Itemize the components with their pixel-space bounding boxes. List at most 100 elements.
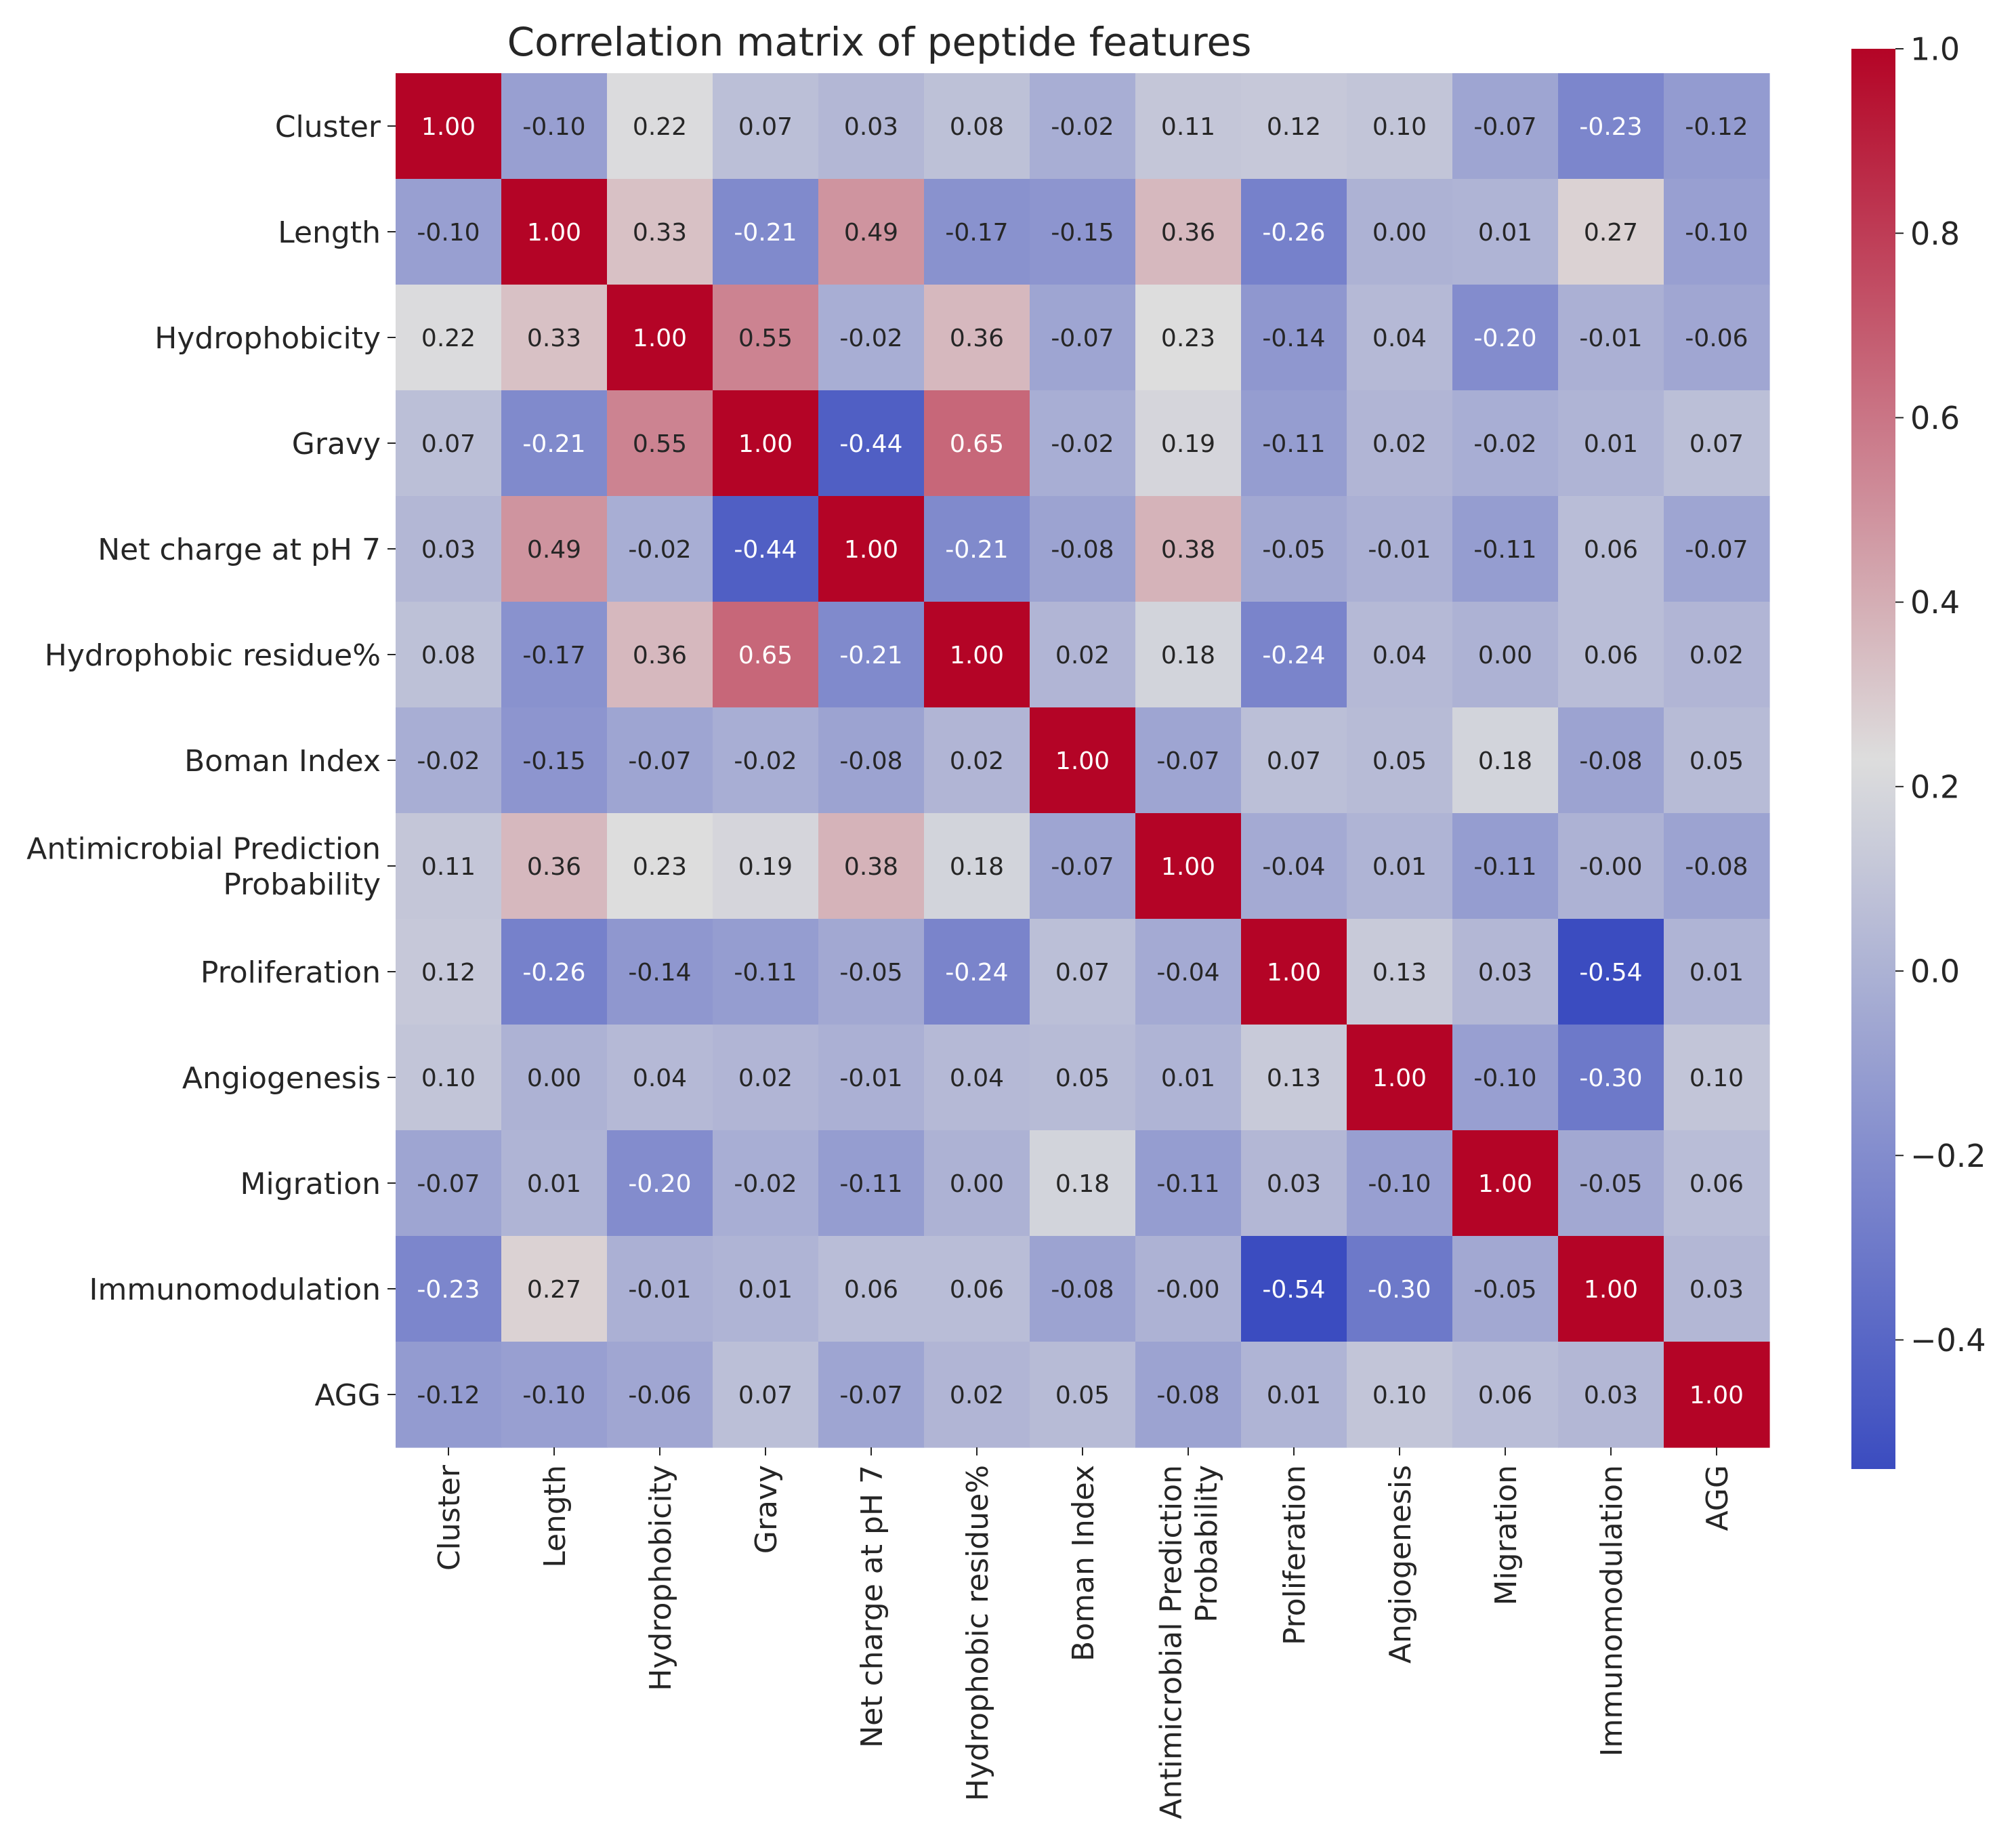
heatmap-cell [607,179,713,285]
heatmap-cell [607,602,713,708]
heatmap-cell [607,1342,713,1448]
cell-value-label: -0.15 [1051,219,1114,247]
heatmap-cell [713,496,819,602]
cell-value-label: -0.23 [417,1276,480,1304]
cell-value-label: -0.21 [945,536,1008,564]
cell-value-label: -0.11 [1473,853,1536,881]
cell-value-label: -0.26 [522,959,585,987]
cell-value-label: -0.02 [1473,430,1536,458]
colorbar-gradient [1851,49,1895,1469]
x-tick-label-length: Length [538,1465,572,1568]
cell-value-label: 0.02 [950,747,1004,775]
cell-value-label: 0.38 [844,853,898,881]
heatmap-cell [607,1236,713,1342]
heatmap-cell [1030,919,1136,1025]
heatmap-cell [1558,1342,1664,1448]
cell-value-label: 0.03 [1478,959,1532,987]
heatmap-cell [1558,179,1664,285]
cell-value-label: -0.07 [1685,536,1748,564]
cell-value-label: -0.21 [734,219,797,247]
heatmap-cell [1241,179,1347,285]
cell-value-label: 0.01 [1161,1065,1215,1092]
heatmap-cell [501,707,608,814]
heatmap-cell [1347,919,1453,1025]
heatmap-cell [1347,1025,1453,1131]
heatmap-cell [1135,707,1242,814]
cell-value-label: 0.05 [1055,1382,1110,1409]
cell-value-label: 1.00 [1584,1276,1638,1304]
cell-value-label: -0.17 [522,642,585,669]
cell-value-label: 0.01 [1584,430,1638,458]
cell-value-label: 0.49 [844,219,898,247]
cell-value-label: 0.18 [1161,642,1215,669]
cell-value-label: -0.44 [734,536,797,564]
heatmap-cell [1347,179,1453,285]
cell-value-label: -0.02 [417,747,480,775]
heatmap-cell [924,602,1030,708]
heatmap-cell [924,285,1030,391]
cell-value-label: 0.55 [633,430,687,458]
heatmap-cell [1452,602,1559,708]
cell-value-label: 0.38 [1161,536,1215,564]
cell-value-label: 1.00 [527,219,581,247]
cell-value-label: -0.08 [1685,853,1748,881]
cell-value-label: 0.11 [1161,113,1215,141]
cell-value-label: -0.11 [1156,1170,1219,1198]
heatmap-cell [1135,813,1242,920]
cell-value-label: 0.04 [633,1065,687,1092]
cell-value-label: -0.23 [1579,113,1642,141]
heatmap-cell [396,1025,502,1131]
cell-value-label: 0.07 [738,113,793,141]
heatmap-cell [1347,1130,1453,1237]
cell-value-label: 1.00 [738,430,793,458]
heatmap-cell [1558,707,1664,814]
heatmap-cell [1664,285,1770,391]
heatmap-cells [396,73,1770,1448]
heatmap-cell [501,285,608,391]
cell-value-label: 0.11 [421,853,476,881]
cell-value-label: -0.21 [522,430,585,458]
heatmap-cell [1030,1130,1136,1237]
cell-value-label: 1.00 [1689,1382,1744,1409]
cell-value-label: -0.24 [1262,642,1325,669]
heatmap-cell [1347,73,1453,180]
cell-value-label: 0.06 [1584,536,1638,564]
cell-value-label: -0.01 [839,1065,902,1092]
cell-value-label: 0.00 [1478,642,1532,669]
cell-value-label: 0.01 [1267,1382,1321,1409]
x-tick-label-antimicrobial-prediction-probability: Antimicrobial PredictionProbability [1154,1465,1224,1819]
heatmap-cell [924,496,1030,602]
cell-value-label: -0.24 [945,959,1008,987]
cell-value-label: 0.33 [527,325,581,352]
heatmap-cell [1558,813,1664,920]
cell-value-label: -0.06 [1685,325,1748,352]
heatmap-cell [396,813,502,920]
colorbar-tick-label: 0.2 [1910,768,1960,805]
heatmap-cell [1135,1130,1242,1237]
y-tick-label-immunomodulation: Immunomodulation [89,1273,381,1307]
heatmap-cell [501,73,608,180]
cell-value-label: 0.65 [950,430,1004,458]
heatmap-cell [396,707,502,814]
cell-value-label: -0.12 [1685,113,1748,141]
colorbar-tick-label: 0.6 [1910,400,1960,436]
heatmap-cell [1452,1236,1559,1342]
heatmap-cell [501,1236,608,1342]
heatmap-cell [1135,1342,1242,1448]
cell-value-label: -0.07 [839,1382,902,1409]
cell-value-label: 0.36 [633,642,687,669]
cell-value-label: 0.07 [421,430,476,458]
cell-value-label: -0.08 [1156,1382,1219,1409]
cell-value-label: 0.01 [1372,853,1427,881]
heatmap-cell [1664,390,1770,497]
cell-value-label: -0.11 [734,959,797,987]
cell-value-label: 0.04 [950,1065,1004,1092]
y-tick-label-migration: Migration [240,1167,381,1201]
heatmap-cell [607,496,713,602]
heatmap-cell [713,73,819,180]
cell-value-label: -0.30 [1368,1276,1431,1304]
heatmap-cell [1135,285,1242,391]
cell-value-label: -0.10 [522,1382,585,1409]
x-tick-label-agg: AGG [1700,1465,1735,1531]
cell-value-label: -0.14 [1262,325,1325,352]
